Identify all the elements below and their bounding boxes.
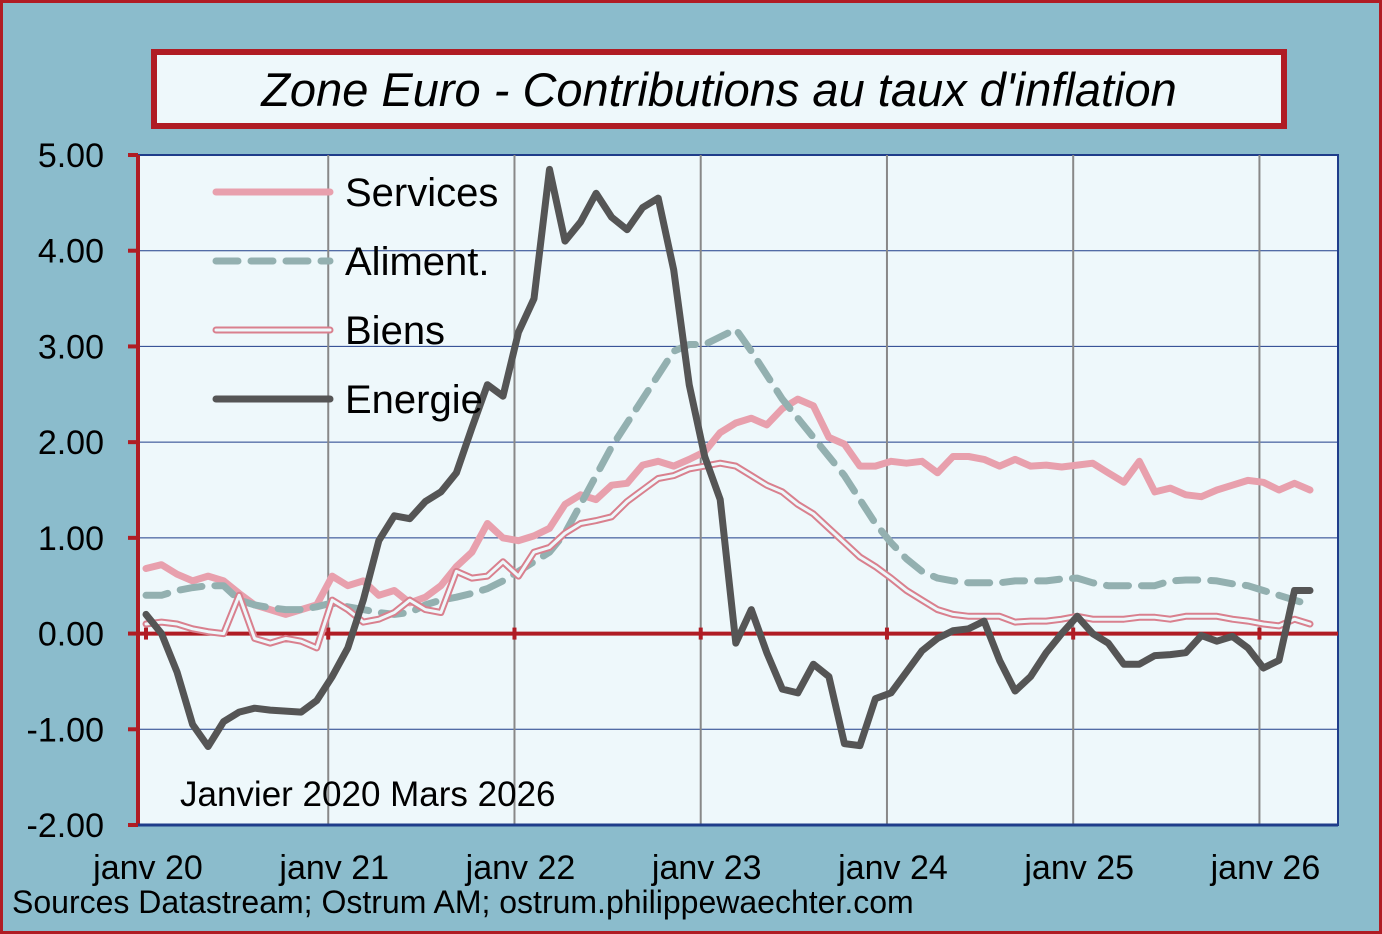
source-note: Sources Datastream; Ostrum AM; ostrum.ph… xyxy=(12,884,914,920)
y-axis-ticks: 5.00 4.00 3.00 2.00 1.00 0.00 -1.00 -2.00 xyxy=(27,137,105,845)
legend-label: Energie xyxy=(345,378,483,422)
y-tick-label: -1.00 xyxy=(27,711,105,749)
legend-item: Energie xyxy=(212,378,483,422)
x-tick-label: janv 24 xyxy=(837,849,948,887)
x-tick-label: janv 22 xyxy=(465,849,576,887)
series-3 xyxy=(142,459,1314,652)
legend-label: Services xyxy=(345,171,498,215)
y-tick-label: 3.00 xyxy=(38,328,104,366)
legend: Services Aliment. Biens Energie xyxy=(212,171,498,422)
series-1 xyxy=(142,395,1314,618)
series-line xyxy=(142,395,1314,618)
series-line xyxy=(142,165,1314,750)
title-box: Zone Euro - Contributions au taux d'infl… xyxy=(151,49,1287,129)
plot-background xyxy=(137,154,1339,826)
y-tick-label: -2.00 xyxy=(27,807,105,845)
x-axis-ticks: janv 20 janv 21 janv 22 janv 23 janv 24 janv … xyxy=(92,849,1320,887)
y-tick-label: 0.00 xyxy=(38,616,104,654)
y-tick-label: 5.00 xyxy=(38,137,104,175)
x-tick-label: janv 26 xyxy=(1210,849,1321,887)
legend-item: Services xyxy=(212,171,498,215)
legend-item: Aliment. xyxy=(212,240,490,284)
legend-label: Biens xyxy=(345,309,445,353)
x-tick-label: janv 20 xyxy=(92,849,203,887)
y-tick-label: 1.00 xyxy=(38,520,104,558)
plot-area xyxy=(137,154,1339,826)
series-line xyxy=(142,325,1314,618)
x-tick-label: janv 23 xyxy=(651,849,762,887)
legend-label: Aliment. xyxy=(345,240,490,284)
period-note: Janvier 2020 Mars 2026 xyxy=(180,775,556,814)
series-4 xyxy=(142,165,1314,750)
series-2 xyxy=(142,325,1314,618)
series xyxy=(142,165,1314,750)
x-tick-label: janv 21 xyxy=(278,849,389,887)
y-tick-label: 2.00 xyxy=(38,424,104,462)
y-tick-label: 4.00 xyxy=(38,233,104,271)
x-tick-label: janv 25 xyxy=(1023,849,1134,887)
grid xyxy=(128,153,1338,827)
series-line xyxy=(144,461,1312,650)
chart-title: Zone Euro - Contributions au taux d'infl… xyxy=(261,62,1177,116)
legend-item: Biens xyxy=(212,309,445,353)
